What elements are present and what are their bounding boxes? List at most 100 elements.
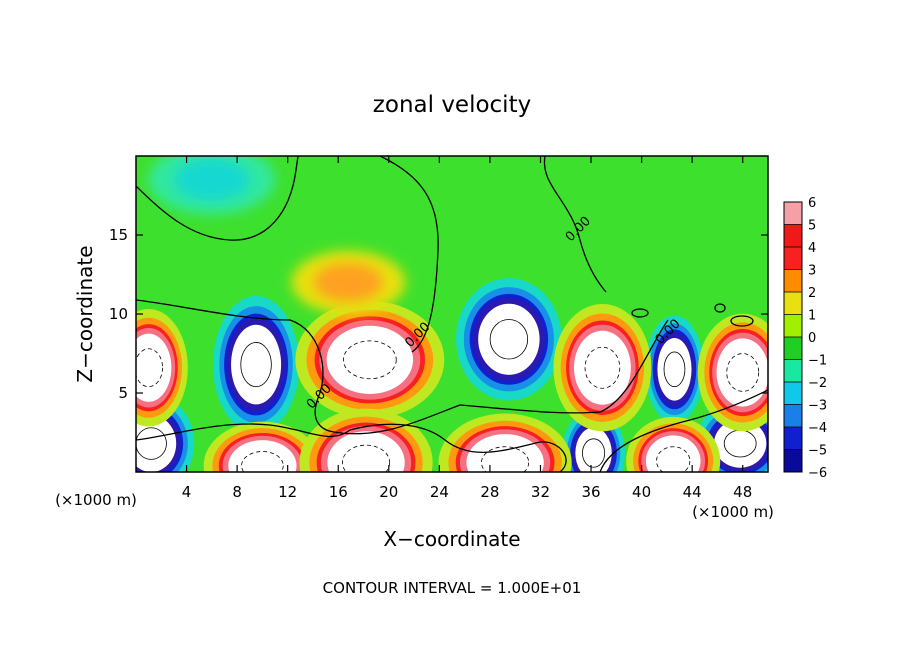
contour-loop xyxy=(730,315,754,327)
colorbar-tick-label: −6 xyxy=(808,466,827,481)
colorbar-tick-label: 3 xyxy=(808,264,816,279)
y-axis-label: Z−coordinate xyxy=(73,245,97,382)
contour-loop xyxy=(714,303,726,313)
neg-feature xyxy=(212,295,300,434)
colorbar-tick-label: −2 xyxy=(808,376,827,391)
feature-ring xyxy=(645,435,701,472)
feature-ring xyxy=(136,333,172,402)
feature-ring xyxy=(326,325,414,394)
x-unit-left: (×1000 m) xyxy=(55,491,137,509)
pos-feature xyxy=(203,421,322,472)
colorbar-tick-label: 2 xyxy=(808,286,816,301)
inner-contour xyxy=(240,342,272,388)
feature-ring xyxy=(173,158,250,201)
colorbar-tick-label: −1 xyxy=(808,354,827,369)
colorbar-segment xyxy=(784,404,802,427)
contour-line xyxy=(136,156,299,241)
feature-ring xyxy=(714,419,767,468)
feature-ring xyxy=(314,263,383,302)
x-tick-label: 28 xyxy=(480,483,499,501)
x-axis-label: X−coordinate xyxy=(383,527,520,551)
inner-contour xyxy=(663,351,686,388)
colorbar-segment xyxy=(784,337,802,360)
colorbar-tick-label: −3 xyxy=(808,399,827,414)
x-tick-label: 36 xyxy=(581,483,600,501)
inner-contour xyxy=(136,427,167,460)
pos-feature xyxy=(299,408,433,472)
colorbar: 6 5 4 3 2 1 0 −1 −2 −3 −4 −5 −6 xyxy=(783,196,827,481)
contour-line xyxy=(543,156,607,293)
colorbar-segment xyxy=(784,202,802,225)
x-tick-label: 8 xyxy=(232,483,242,501)
pos-feature xyxy=(553,304,652,432)
plot-area: 0.000.000.000.00 xyxy=(136,156,768,472)
x-tick-label: 20 xyxy=(379,483,398,501)
feature-ring xyxy=(228,440,297,472)
inner-contour xyxy=(584,346,621,389)
colorbar-segment xyxy=(784,292,802,315)
inner-contour xyxy=(656,446,691,472)
x-unit-right: (×1000 m) xyxy=(692,503,774,521)
cool-feature xyxy=(148,156,276,215)
y-tick-label: 10 xyxy=(109,305,128,323)
contour-line xyxy=(599,389,768,472)
contour-line xyxy=(136,423,567,472)
feature-ring xyxy=(716,338,768,407)
pos-feature xyxy=(438,413,572,472)
x-tick-label: 16 xyxy=(329,483,348,501)
colorbar-tick-label: −4 xyxy=(808,421,827,436)
y-axis: 5 10 15 xyxy=(109,226,768,402)
neg-feature xyxy=(645,315,704,424)
inner-contour xyxy=(241,451,284,472)
feature-ring xyxy=(478,303,540,375)
y-tick-label: 15 xyxy=(109,226,128,244)
inner-contour xyxy=(136,348,163,388)
x-tick-label: 4 xyxy=(182,483,192,501)
contour-loop xyxy=(631,308,649,318)
x-tick-label: 24 xyxy=(430,483,449,501)
neg-feature xyxy=(455,278,562,401)
inner-contour xyxy=(481,446,530,472)
colorbar-tick-label: 5 xyxy=(808,219,816,234)
feature-ring xyxy=(231,324,282,405)
feature-ring xyxy=(466,434,544,472)
colorbar-segment xyxy=(784,224,802,247)
zero-contours xyxy=(136,156,768,472)
inner-contour xyxy=(343,340,397,380)
pos-feature xyxy=(295,301,445,419)
colorbar-segment xyxy=(784,427,802,450)
colorbar-tick-label: −5 xyxy=(808,444,827,459)
x-axis: 4 8 12 16 20 24 28 32 36 40 44 48 xyxy=(182,156,752,501)
pos-feature xyxy=(626,416,721,472)
inner-contour xyxy=(582,438,606,468)
contour-line xyxy=(379,156,439,353)
colorbar-segment xyxy=(784,359,802,382)
feature-ring xyxy=(573,330,631,405)
colorbar-tick-label: 4 xyxy=(808,241,816,256)
colorbar-tick-label: 0 xyxy=(808,331,816,346)
x-tick-label: 40 xyxy=(632,483,651,501)
inner-contour xyxy=(726,353,760,392)
y-tick-label: 5 xyxy=(118,384,128,402)
feature-ring xyxy=(657,338,692,401)
colorbar-segment xyxy=(784,247,802,270)
feature-ring xyxy=(327,431,405,472)
field-features xyxy=(136,156,768,472)
pos-feature xyxy=(136,308,188,427)
colorbar-segment xyxy=(784,269,802,292)
chart-title: zonal velocity xyxy=(373,92,531,118)
x-tick-label: 12 xyxy=(278,483,297,501)
x-tick-label: 32 xyxy=(531,483,550,501)
colorbar-segment xyxy=(784,449,802,472)
x-tick-label: 44 xyxy=(683,483,702,501)
colorbar-tick-label: 1 xyxy=(808,309,816,324)
warm-feature xyxy=(291,250,406,314)
colorbar-tick-label: 6 xyxy=(808,196,816,211)
inner-contour xyxy=(489,319,529,360)
feature-ring xyxy=(575,427,612,472)
contour-interval-note: CONTOUR INTERVAL = 1.000E+01 xyxy=(323,579,582,597)
colorbar-segment xyxy=(784,314,802,337)
feature-ring xyxy=(136,415,177,472)
inner-contour xyxy=(342,444,391,472)
